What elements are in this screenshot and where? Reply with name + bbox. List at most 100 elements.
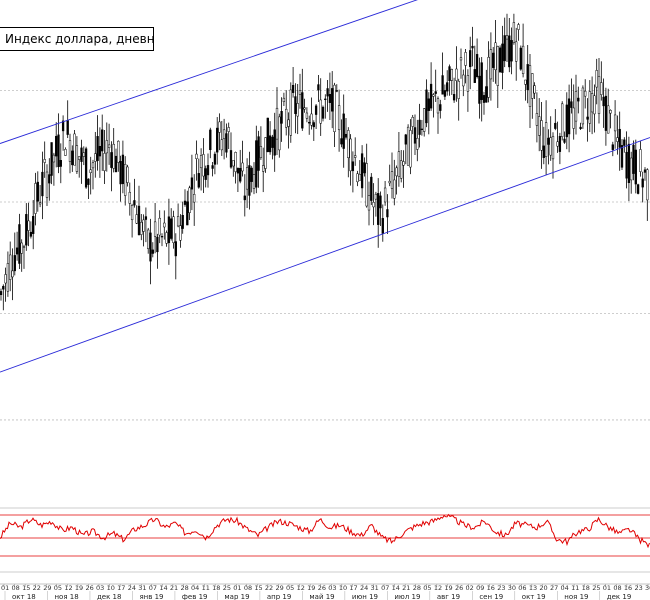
candle bbox=[36, 171, 39, 212]
candle-body bbox=[618, 128, 621, 148]
candle-body bbox=[333, 84, 336, 132]
candle bbox=[225, 123, 228, 158]
candle-body bbox=[383, 187, 387, 203]
candle bbox=[174, 233, 177, 280]
candle bbox=[558, 132, 562, 165]
candle-body bbox=[623, 139, 626, 146]
candle-body bbox=[121, 154, 125, 185]
candle bbox=[377, 178, 380, 248]
candle-body bbox=[363, 162, 366, 174]
candle-body bbox=[20, 242, 23, 254]
candle-body bbox=[439, 104, 442, 111]
candle-body bbox=[209, 129, 212, 151]
candle bbox=[646, 168, 649, 221]
candle-body bbox=[262, 165, 265, 172]
candle bbox=[517, 22, 520, 41]
candle-body bbox=[2, 285, 5, 290]
candle-body bbox=[18, 224, 21, 264]
candle-body bbox=[485, 86, 488, 103]
candle-body bbox=[105, 140, 108, 154]
candle bbox=[142, 214, 145, 247]
candle-body bbox=[473, 69, 476, 83]
candle bbox=[308, 115, 311, 135]
chart-title: Индекс доллара, дневной график bbox=[0, 27, 154, 51]
candle bbox=[351, 151, 355, 193]
candle-body bbox=[388, 180, 391, 184]
candle bbox=[137, 185, 141, 236]
candle bbox=[87, 178, 90, 199]
candle bbox=[482, 91, 486, 115]
candle-body bbox=[124, 164, 127, 196]
candle bbox=[15, 231, 19, 261]
candle-body bbox=[427, 98, 430, 111]
candle-body bbox=[597, 76, 601, 114]
candle-body bbox=[558, 136, 562, 152]
candle-body bbox=[119, 161, 122, 185]
candle-body bbox=[459, 57, 463, 61]
candle-body bbox=[335, 90, 338, 92]
candle bbox=[163, 210, 166, 240]
candle bbox=[255, 125, 258, 194]
candle bbox=[112, 128, 115, 173]
x-tick-label: 21 bbox=[402, 584, 410, 592]
candle bbox=[393, 159, 396, 206]
candle bbox=[117, 140, 120, 172]
candle bbox=[202, 138, 205, 193]
candle-body bbox=[436, 98, 440, 114]
x-tick-label: 18 bbox=[212, 584, 220, 592]
x-tick-label: 09 bbox=[476, 584, 484, 592]
candle bbox=[579, 122, 582, 130]
oscillator-line bbox=[0, 513, 650, 549]
candle bbox=[153, 202, 157, 254]
candle-body bbox=[176, 216, 180, 227]
candle-body bbox=[4, 274, 7, 284]
candle bbox=[241, 140, 244, 177]
candle-body bbox=[298, 90, 302, 95]
candle bbox=[531, 73, 534, 119]
candle-body bbox=[34, 183, 37, 214]
candle bbox=[135, 205, 138, 225]
candle bbox=[89, 156, 92, 195]
candle bbox=[443, 84, 447, 101]
candle bbox=[57, 113, 60, 174]
candle bbox=[305, 107, 309, 123]
candle-body bbox=[466, 75, 470, 92]
candle-body bbox=[66, 120, 69, 135]
candle-body bbox=[257, 136, 260, 171]
candle bbox=[342, 94, 345, 168]
candle bbox=[570, 78, 573, 114]
candle-body bbox=[551, 135, 555, 160]
candle bbox=[556, 121, 559, 153]
candle-body bbox=[494, 42, 497, 71]
candle bbox=[183, 189, 187, 207]
x-month-label: фев 19 bbox=[182, 593, 208, 600]
x-tick-label: 07 bbox=[381, 584, 389, 592]
candle-body bbox=[528, 65, 532, 107]
candle bbox=[641, 171, 644, 203]
candle-body bbox=[29, 231, 33, 237]
candle-body bbox=[542, 145, 545, 158]
x-month-label: май 19 bbox=[309, 593, 334, 600]
candle-body bbox=[317, 84, 320, 91]
candle bbox=[27, 202, 30, 247]
candle-body bbox=[469, 50, 472, 68]
candle-body bbox=[613, 114, 617, 132]
candle bbox=[34, 172, 37, 226]
candle bbox=[211, 161, 214, 177]
candle-body bbox=[59, 160, 62, 167]
candle bbox=[515, 27, 518, 81]
candle bbox=[186, 190, 189, 226]
candle-body bbox=[372, 202, 375, 208]
candle bbox=[331, 71, 334, 129]
candle-body bbox=[190, 177, 194, 190]
candle bbox=[172, 210, 175, 249]
candle-body bbox=[266, 117, 269, 152]
candle bbox=[20, 239, 23, 272]
candle bbox=[18, 213, 21, 270]
x-tick-label: 01 bbox=[603, 584, 611, 592]
x-tick-label: 31 bbox=[138, 584, 146, 592]
candle-body bbox=[360, 153, 364, 189]
candlestick-series bbox=[0, 13, 649, 311]
candle bbox=[519, 45, 522, 71]
candle-body bbox=[482, 95, 486, 103]
